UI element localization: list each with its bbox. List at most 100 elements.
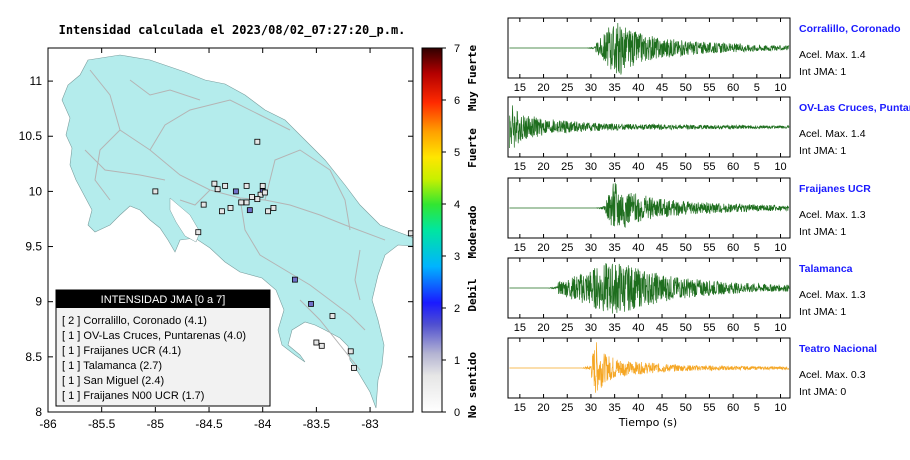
trace-x-tick: 60 — [727, 82, 739, 94]
trace-x-tick: 60 — [727, 402, 739, 414]
station-marker — [318, 342, 325, 349]
trace-x-tick: 5 — [754, 242, 760, 254]
station-marker — [407, 230, 413, 237]
trace-x-tick: 25 — [561, 242, 573, 254]
station-marker — [232, 188, 239, 195]
trace-x-tick: 45 — [656, 161, 668, 173]
colorbar-tick: 5 — [454, 147, 460, 159]
trace-x-tick: 10 — [774, 402, 786, 414]
trace-jma-intensity: Int JMA: 1 — [799, 66, 846, 78]
map-x-tick: -85.5 — [88, 417, 116, 431]
trace-max-accel: Acel. Max. 1.4 — [799, 49, 866, 61]
trace-x-tick: 35 — [609, 402, 621, 414]
trace-x-tick: 50 — [680, 242, 692, 254]
trace-max-accel: Acel. Max. 1.3 — [799, 289, 866, 301]
station-marker — [214, 186, 221, 193]
map-y-tick: 8 — [35, 405, 42, 419]
trace-jma-intensity: Int JMA: 1 — [799, 306, 846, 318]
map-x-tick: -83 — [361, 417, 379, 431]
map-y-tick: 9.5 — [25, 240, 42, 254]
station-marker — [292, 276, 298, 283]
waveform-line — [509, 342, 790, 393]
intensity-colorbar: 7 6 5 4 3 2 1 0 Muy Fuerte Fuerte Moderado Debil No… — [421, 43, 479, 419]
legend-item: [ 1 ] Fraijanes N00 UCR (1.7) — [62, 390, 204, 402]
waveform-line — [509, 105, 790, 149]
trace-x-tick: 35 — [609, 322, 621, 334]
trace-x-tick: 45 — [656, 242, 668, 254]
station-marker — [200, 201, 207, 208]
station-marker — [227, 205, 234, 211]
station-marker — [254, 138, 261, 145]
map-y-tick: 10 — [29, 184, 43, 198]
station-marker — [219, 208, 225, 215]
map-y-tick: 9 — [35, 295, 42, 309]
station-marker — [152, 188, 159, 195]
colorbar-tick: 1 — [454, 355, 460, 367]
trace-max-accel: Acel. Max. 1.4 — [799, 128, 866, 140]
colorbar-tick: 3 — [454, 251, 460, 263]
trace-jma-intensity: Int JMA: 1 — [799, 226, 846, 238]
trace-x-tick: 55 — [703, 82, 715, 94]
trace-x-tick: 50 — [680, 82, 692, 94]
station-marker — [249, 194, 255, 200]
trace-panel: 15 20 25 30 35 40 45 50 55 60 5 10 Fraijanes UCR Acel… — [507, 177, 871, 254]
trace-x-tick: 60 — [727, 242, 739, 254]
trace-x-tick: 5 — [754, 402, 760, 414]
trace-station-name: OV-Las Cruces, Puntar — [799, 102, 910, 114]
trace-x-tick: 55 — [703, 402, 715, 414]
trace-x-tick: 5 — [754, 161, 760, 173]
legend-item: [ 2 ] Corralillo, Coronado (4.1) — [62, 315, 207, 327]
station-marker — [270, 205, 277, 211]
station-marker — [254, 196, 261, 203]
station-marker — [211, 180, 218, 187]
map-area — [61, 54, 413, 409]
map-x-tick: -85 — [147, 417, 165, 431]
map-axes: -86 -85.5 -85 -84.5 -84 -83.5 -83 11 10.5 10 9.5 9 8… — [19, 47, 414, 431]
colorbar-label: Debil — [466, 278, 479, 311]
trace-station-name: Fraijanes UCR — [799, 183, 871, 195]
station-marker — [243, 199, 250, 206]
station-marker — [259, 182, 266, 189]
trace-x-tick: 35 — [609, 161, 621, 173]
trace-x-tick: 25 — [561, 82, 573, 94]
trace-x-tick: 40 — [632, 161, 644, 173]
trace-x-tick: 20 — [537, 402, 549, 414]
trace-x-tick: 55 — [703, 242, 715, 254]
trace-x-tick: 45 — [656, 402, 668, 414]
map-x-tick: -84.5 — [195, 417, 223, 431]
station-marker — [347, 348, 354, 355]
colorbar-tick: 7 — [454, 43, 460, 55]
trace-x-tick: 40 — [632, 242, 644, 254]
trace-x-tick: 60 — [727, 161, 739, 173]
waveform-line — [509, 22, 790, 75]
trace-x-tick: 50 — [680, 322, 692, 334]
trace-x-tick: 15 — [514, 402, 526, 414]
trace-x-tick: 20 — [537, 82, 549, 94]
trace-x-tick: 45 — [656, 322, 668, 334]
colorbar-tick: 2 — [454, 303, 460, 315]
trace-jma-intensity: Int JMA: 1 — [799, 145, 846, 157]
map-y-tick: 10.5 — [19, 129, 43, 143]
station-marker — [265, 208, 271, 215]
legend-title: INTENSIDAD JMA [0 a 7] — [101, 294, 226, 306]
station-marker — [313, 339, 320, 346]
colorbar-label: Muy Fuerte — [466, 45, 479, 112]
trace-x-tick: 60 — [727, 322, 739, 334]
colorbar-tick: 4 — [454, 199, 460, 211]
trace-station-name: Talamanca — [799, 263, 853, 275]
station-marker — [351, 364, 357, 371]
station-marker — [222, 182, 229, 189]
trace-max-accel: Acel. Max. 1.3 — [799, 209, 866, 221]
costa-rica-land — [61, 54, 413, 409]
colorbar-label: Moderado — [466, 205, 479, 258]
trace-x-tick: 20 — [537, 242, 549, 254]
waveform-line — [509, 182, 790, 228]
trace-x-tick: 35 — [609, 82, 621, 94]
trace-x-tick: 40 — [632, 322, 644, 334]
colorbar-tick: 0 — [454, 407, 460, 419]
trace-max-accel: Acel. Max. 0.3 — [799, 369, 866, 381]
station-marker — [308, 301, 314, 307]
trace-x-tick: 10 — [774, 242, 786, 254]
trace-x-tick: 30 — [585, 82, 597, 94]
